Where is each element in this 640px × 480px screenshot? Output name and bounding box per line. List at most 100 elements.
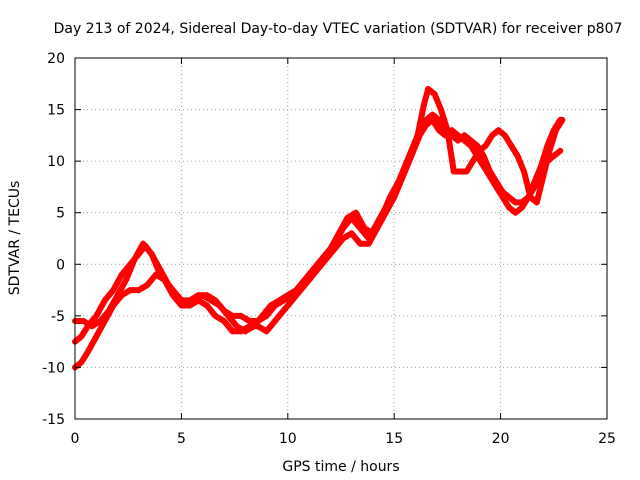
data-point: [480, 152, 487, 159]
data-point: [369, 230, 376, 237]
data-point: [552, 127, 559, 134]
y-axis: -15 -10 -5 0 5 10 15 20: [42, 51, 607, 428]
series-line: [72, 111, 564, 345]
y-tick-label: 5: [56, 206, 65, 222]
data-point: [450, 168, 457, 175]
data-point: [318, 256, 325, 263]
x-tick-label: 0: [71, 431, 80, 447]
x-tick-label: 25: [598, 431, 616, 447]
data-point: [499, 194, 506, 201]
data-point: [457, 168, 464, 175]
data-point: [84, 348, 91, 355]
data-point: [480, 163, 487, 170]
data-point: [414, 132, 421, 139]
data-point: [182, 302, 189, 309]
y-tick-label: 20: [47, 51, 65, 67]
data-point: [361, 225, 368, 232]
series-track-3: [72, 85, 566, 335]
data-point: [80, 318, 87, 325]
data-point: [93, 312, 100, 319]
data-point: [220, 318, 227, 325]
y-tick-label: -15: [42, 412, 65, 428]
data-point: [527, 194, 534, 201]
data-point: [474, 142, 481, 149]
data-point: [486, 173, 493, 180]
data-point: [152, 271, 159, 278]
data-point: [508, 142, 515, 149]
x-tick-label: 10: [279, 431, 297, 447]
data-point: [429, 111, 436, 118]
data-point: [501, 132, 508, 139]
data-point: [435, 116, 442, 123]
data-point: [557, 147, 564, 154]
x-tick-label: 20: [492, 431, 510, 447]
data-point: [93, 333, 100, 340]
data-point: [444, 127, 451, 134]
data-point: [131, 256, 138, 263]
data-point: [293, 287, 300, 294]
data-point: [423, 122, 430, 129]
data-point: [140, 240, 147, 247]
data-point: [310, 266, 317, 273]
data-point: [246, 318, 253, 325]
data-point: [118, 271, 125, 278]
y-axis-label: SDTVAR / TECUs: [7, 181, 23, 296]
data-point: [378, 214, 385, 221]
data-point: [467, 142, 474, 149]
data-point: [489, 132, 496, 139]
data-point: [78, 333, 85, 340]
data-point: [199, 292, 206, 299]
data-point: [514, 152, 521, 159]
data-point: [425, 85, 432, 92]
data-point: [435, 127, 442, 134]
data-point: [276, 297, 283, 304]
data-point: [352, 209, 359, 216]
data-point: [123, 276, 130, 283]
data-point: [267, 302, 274, 309]
data-point: [229, 328, 236, 335]
data-point: [110, 287, 117, 294]
data-point: [493, 183, 500, 190]
data-point: [237, 312, 244, 319]
data-point: [531, 178, 538, 185]
y-tick-label: -5: [51, 309, 65, 325]
data-point: [518, 204, 525, 211]
x-tick-label: 15: [385, 431, 403, 447]
data-point: [280, 307, 287, 314]
data-point: [263, 328, 270, 335]
data-point: [165, 281, 172, 288]
data-point: [540, 173, 547, 180]
data-point: [401, 168, 408, 175]
data-point: [506, 204, 513, 211]
data-point: [550, 152, 557, 159]
series-line: [72, 85, 566, 335]
data-point: [89, 323, 96, 330]
x-axis-label: GPS time / hours: [282, 459, 399, 475]
data-point: [463, 168, 470, 175]
data-point: [144, 281, 151, 288]
series-track-1: [72, 111, 564, 345]
plot-frame: [74, 57, 608, 420]
data-point: [78, 359, 85, 366]
data-point: [148, 250, 155, 257]
x-tick-label: 5: [177, 431, 186, 447]
data-point: [225, 312, 232, 319]
y-tick-label: 0: [56, 257, 65, 273]
data-point: [348, 230, 355, 237]
data-point: [559, 116, 566, 123]
data-point: [365, 240, 372, 247]
data-point: [420, 101, 427, 108]
data-point: [476, 147, 483, 154]
data-point: [259, 312, 266, 319]
data-point: [191, 297, 198, 304]
data-point: [233, 323, 240, 330]
data-point: [429, 116, 436, 123]
data-point: [289, 297, 296, 304]
data-point: [157, 266, 164, 273]
data-point: [335, 230, 342, 237]
data-point: [174, 297, 181, 304]
data-point: [521, 168, 528, 175]
data-point: [340, 235, 347, 242]
data-point: [135, 287, 142, 294]
